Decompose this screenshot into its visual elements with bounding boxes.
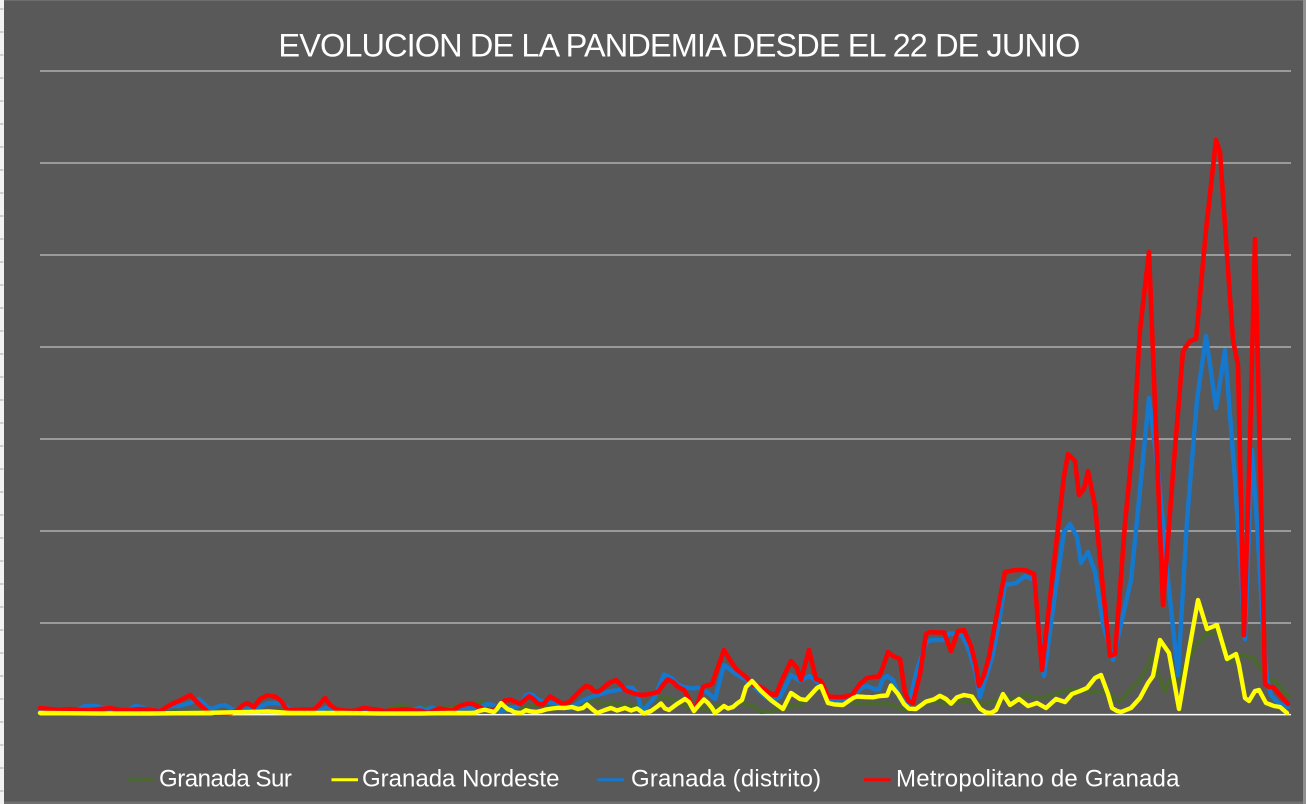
svg-text:Granada Nordeste: Granada Nordeste xyxy=(362,766,559,793)
svg-text:EVOLUCION DE LA PANDEMIA DESDE: EVOLUCION DE LA PANDEMIA DESDE EL 22 DE … xyxy=(278,28,1079,64)
svg-text:Granada Sur: Granada Sur xyxy=(159,766,292,793)
svg-text:Metropolitano de Granada: Metropolitano de Granada xyxy=(896,766,1180,793)
svg-text:Granada (distrito): Granada (distrito) xyxy=(631,766,821,793)
